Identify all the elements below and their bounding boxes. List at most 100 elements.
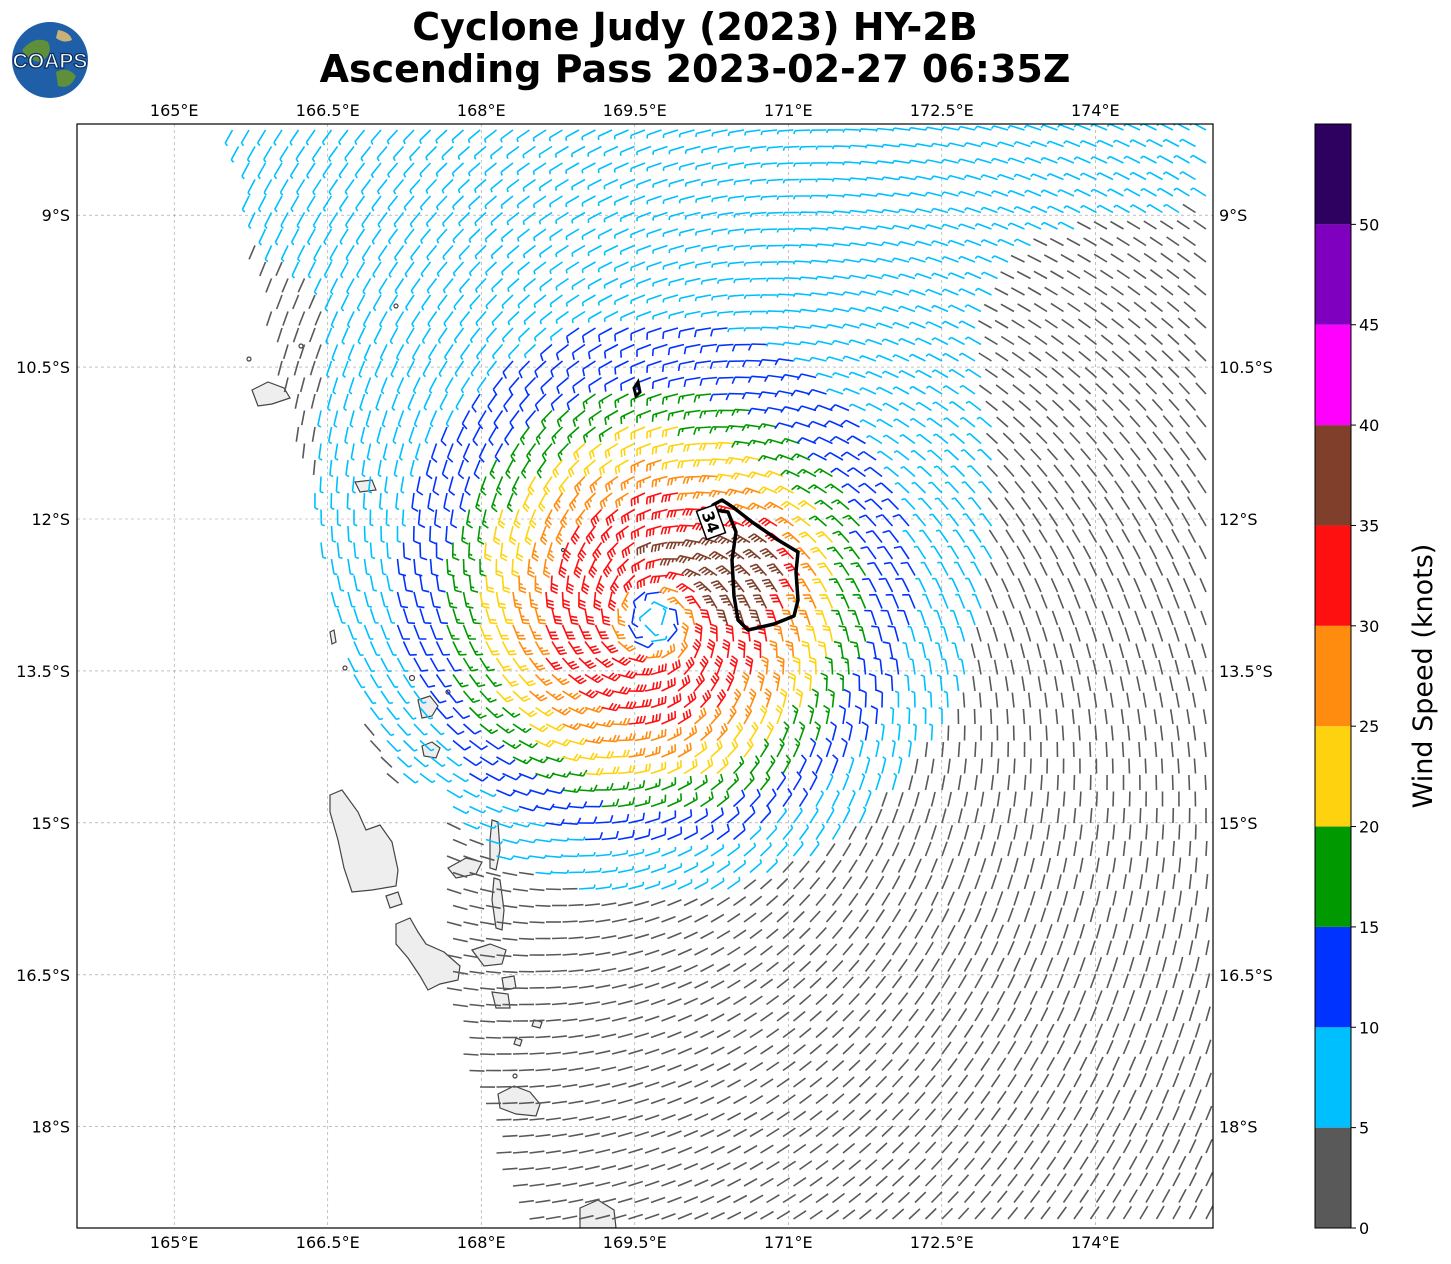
wind-barb	[370, 162, 382, 179]
wind-barb	[1128, 824, 1132, 840]
wind-barb	[1013, 891, 1020, 906]
wind-barb	[1017, 577, 1026, 593]
wind-barb	[446, 558, 455, 577]
wind-barb	[636, 310, 652, 321]
wind-barb	[436, 261, 448, 277]
wind-barb	[446, 921, 462, 927]
wind-barb	[644, 713, 662, 725]
wind-barb	[716, 896, 731, 907]
colorbar-tick-label: 20	[1359, 818, 1379, 837]
wind-barb	[799, 1193, 813, 1204]
x-tick-label-bottom: 168°E	[457, 1233, 506, 1252]
wind-barb	[397, 410, 405, 428]
wind-barb	[1073, 594, 1081, 609]
wind-barb	[930, 142, 949, 148]
wind-barb	[1030, 173, 1048, 181]
wind-barb	[808, 515, 828, 527]
wind-barb	[1007, 1206, 1019, 1220]
wind-barb	[511, 558, 520, 578]
wind-barb	[941, 941, 951, 956]
wind-barb	[1110, 220, 1124, 230]
wind-barb	[848, 209, 866, 215]
wind-barb	[1113, 447, 1125, 461]
wind-barb	[646, 162, 662, 172]
wind-barb	[858, 875, 869, 890]
wind-barb	[1063, 140, 1081, 148]
wind-barb	[1122, 874, 1127, 890]
wind-barb	[533, 261, 547, 275]
wind-barb	[782, 1027, 796, 1039]
wind-barb	[644, 1015, 660, 1022]
wind-barb	[279, 146, 289, 163]
wind-barb	[825, 129, 844, 134]
wind-barb	[908, 353, 926, 362]
wind-barb	[897, 1125, 910, 1138]
wind-barb	[588, 376, 602, 393]
wind-barb	[848, 859, 858, 873]
wind-barb	[826, 1209, 840, 1220]
wind-barb	[1040, 973, 1048, 989]
wind-barb	[425, 145, 438, 161]
wind-barb	[1013, 173, 1031, 181]
wind-barb	[630, 195, 646, 205]
wind-barb	[1046, 140, 1064, 148]
wind-barb	[980, 141, 998, 148]
colorbar-bin	[1315, 124, 1351, 225]
wind-barb	[716, 996, 731, 1006]
wind-barb	[924, 875, 933, 890]
wind-barb	[1049, 545, 1059, 560]
wind-barb	[842, 226, 860, 231]
wind-barb	[875, 322, 893, 329]
wind-barb	[736, 594, 751, 609]
wind-barb	[848, 959, 860, 973]
wind-barb	[826, 1143, 839, 1154]
wind-barb	[1151, 398, 1164, 412]
wind-barb	[882, 434, 899, 445]
wind-barb	[336, 608, 346, 624]
wind-barb	[848, 274, 866, 280]
wind-barb	[1094, 350, 1108, 362]
wind-barb	[246, 146, 256, 163]
wind-barb	[1106, 1139, 1116, 1154]
wind-barb	[1071, 709, 1075, 725]
wind-barb	[1172, 940, 1178, 956]
wind-barb	[980, 1057, 991, 1071]
wind-barb	[677, 981, 693, 989]
wind-barb	[534, 575, 543, 594]
wind-barb	[417, 509, 426, 529]
wind-barb	[460, 344, 471, 360]
wind-barb	[330, 492, 335, 511]
colorbar-tick-label: 15	[1359, 918, 1379, 937]
wind-barb	[842, 1076, 855, 1088]
wind-barb	[683, 1063, 699, 1072]
wind-barb	[864, 209, 883, 214]
wind-barb	[601, 967, 617, 973]
wind-barb	[831, 339, 850, 346]
wind-barb	[861, 721, 869, 741]
wind-barb	[815, 860, 826, 873]
wind-barb	[1086, 464, 1098, 477]
wind-barb	[1023, 974, 1032, 989]
wind-barb	[1019, 432, 1032, 445]
wind-barb	[578, 919, 594, 923]
wind-barb	[1116, 269, 1130, 280]
wind-barb	[446, 789, 464, 799]
wind-barb	[1067, 367, 1081, 379]
x-tick-label-bottom: 174°E	[1071, 1233, 1120, 1252]
wind-barb	[681, 539, 701, 548]
wind-barb	[914, 1091, 926, 1105]
wind-barb	[308, 294, 316, 310]
wind-barb	[568, 801, 588, 809]
wind-barb	[346, 311, 355, 329]
wind-barb	[1105, 561, 1114, 576]
wind-barb	[996, 173, 1015, 181]
wind-barb	[634, 828, 651, 841]
wind-barb	[274, 228, 283, 246]
wind-barb	[264, 245, 273, 263]
wind-barb	[749, 211, 767, 218]
wind-barb	[908, 159, 926, 164]
wind-barb	[634, 1164, 650, 1171]
wind-barb	[990, 941, 999, 956]
wind-barb	[1138, 741, 1141, 758]
wind-barb	[710, 740, 723, 758]
